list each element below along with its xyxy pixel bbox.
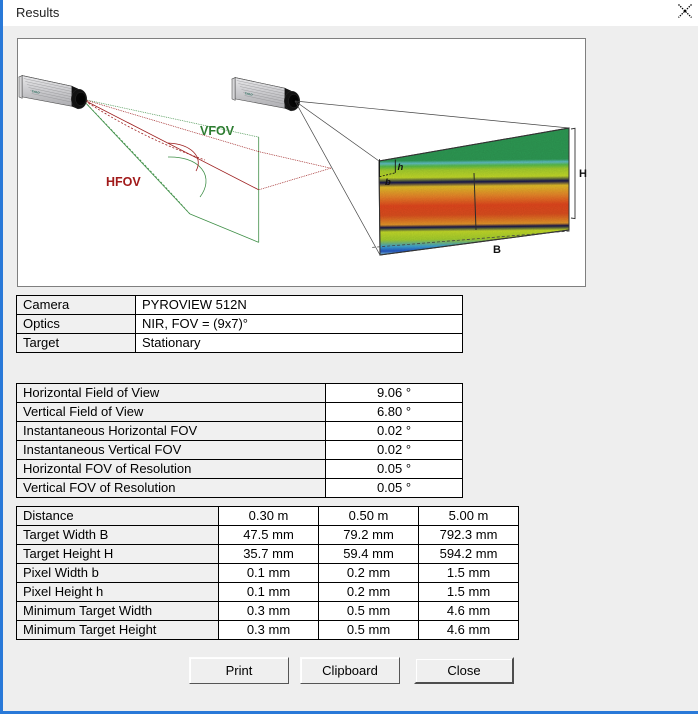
svg-text:VFOV: VFOV <box>200 124 235 138</box>
svg-text:H: H <box>579 168 587 180</box>
svg-text:h: h <box>398 162 404 173</box>
svg-text:HFOV: HFOV <box>106 175 141 189</box>
svg-text:B: B <box>493 244 501 256</box>
svg-text:b: b <box>385 177 391 188</box>
